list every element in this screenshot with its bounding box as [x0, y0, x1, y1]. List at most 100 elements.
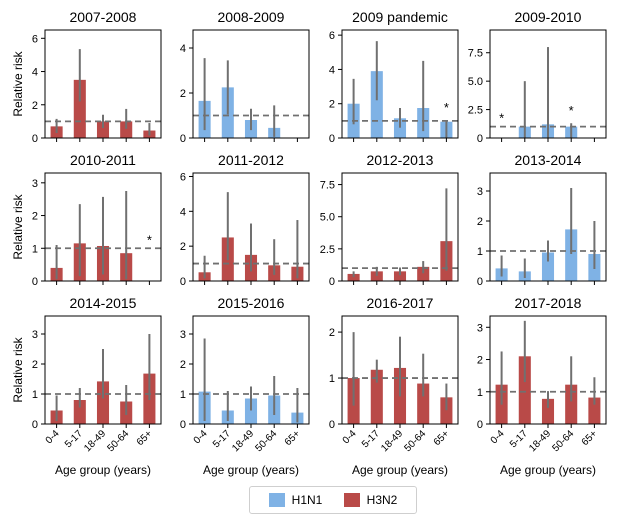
y-tick-label: 3 — [32, 329, 38, 341]
panel-title: 2014-2015 — [70, 295, 137, 311]
bar-18-49 — [393, 118, 407, 138]
bar-5-17 — [73, 400, 86, 424]
significance-marker: * — [147, 232, 152, 247]
y-tick-label: 2 — [329, 327, 335, 339]
panel-title: 2010-2011 — [70, 152, 136, 168]
y-tick-label: 1 — [32, 389, 38, 401]
bar-65+ — [588, 397, 601, 424]
panel-2008-2009: 2008-2009 0 2 4 — [180, 9, 310, 145]
y-tick-label: 3 — [477, 186, 483, 198]
y-tick-label: 2.5 — [320, 244, 335, 256]
y-tick-label: 0 — [477, 419, 483, 431]
y-tick-label: 2.5 — [468, 105, 483, 117]
x-tick-label: 65+ — [580, 428, 600, 448]
panel-2007-2008: 2007-2008 0 2 4 6 Relative risk — [11, 9, 162, 145]
panel-2009-pandemic: 2009 pandemic * 0 2 4 6 — [329, 9, 459, 145]
y-tick-label: 6 — [32, 33, 38, 45]
legend: H1N1 H3N2 — [249, 486, 417, 514]
panel-2011-2012: 2011-2012 0 2 4 6 — [180, 152, 310, 288]
panel-title: 2009 pandemic — [352, 9, 448, 25]
panel-2010-2011: 2010-2011 * 0 1 2 3 Relative risk — [11, 152, 162, 288]
bar-18-49 — [393, 271, 407, 281]
bar-0-4 — [347, 273, 360, 281]
y-tick-label: 0 — [477, 133, 483, 145]
bar-18-49 — [541, 398, 555, 424]
panel-title: 2016-2017 — [367, 295, 434, 311]
x-axis-label: Age group (years) — [203, 463, 299, 477]
y-tick-label: 2 — [477, 216, 483, 228]
y-tick-label: 1 — [32, 243, 38, 255]
bar-50-64 — [565, 384, 578, 424]
panel-2013-2014: 2013-2014 0 1 2 3 — [477, 152, 607, 288]
y-tick-label: 7.5 — [320, 180, 335, 192]
x-tick-label: 65+ — [135, 428, 155, 448]
bar-50-64 — [120, 121, 133, 138]
x-tick-label: 65+ — [432, 428, 452, 448]
panel-title: 2009-2010 — [515, 9, 582, 25]
y-tick-label: 4 — [32, 67, 38, 79]
y-tick-label: 2 — [32, 211, 38, 223]
y-tick-label: 2 — [180, 241, 186, 253]
y-tick-label: 0 — [329, 419, 335, 431]
y-tick-label: 0 — [180, 133, 186, 145]
y-tick-label: 2 — [180, 359, 186, 371]
x-tick-label: 50-64 — [550, 428, 576, 454]
y-axis-label: Relative risk — [11, 193, 25, 259]
x-tick-label: 18-49 — [82, 428, 108, 454]
y-tick-label: 5.0 — [320, 212, 335, 224]
panel-2012-2013: 2012-2013 0 2.5 5.0 7.5 — [320, 152, 459, 288]
bar-50-64 — [417, 266, 430, 281]
x-axis-label: Age group (years) — [352, 463, 448, 477]
x-tick-label: 18-49 — [230, 428, 256, 454]
bar-18-49 — [244, 398, 258, 424]
y-tick-label: 3 — [180, 329, 186, 341]
x-tick-label: 50-64 — [105, 428, 131, 454]
y-tick-label: 0 — [329, 133, 335, 145]
legend-label-h1n1: H1N1 — [291, 493, 323, 507]
y-tick-label: 3 — [32, 178, 38, 190]
y-tick-label: 0 — [180, 419, 186, 431]
y-tick-label: 6 — [329, 30, 335, 42]
panel-title: 2017-2018 — [515, 295, 582, 311]
y-tick-label: 0 — [32, 276, 38, 288]
x-tick-label: 0-4 — [489, 428, 507, 446]
y-tick-label: 0 — [180, 276, 186, 288]
significance-marker: * — [569, 103, 574, 118]
y-tick-label: 2 — [180, 88, 186, 100]
panel-title: 2007-2008 — [70, 9, 137, 25]
x-tick-label: 18-49 — [527, 428, 553, 454]
x-tick-label: 0-4 — [44, 428, 62, 446]
x-tick-label: 65+ — [283, 428, 303, 448]
y-tick-label: 7.5 — [468, 48, 483, 60]
bar-50-64 — [565, 229, 578, 281]
bar-5-17 — [518, 356, 531, 424]
legend-item-h3n2: H3N2 — [343, 493, 398, 507]
y-tick-label: 6 — [180, 171, 186, 183]
x-axis-label: Age group (years) — [500, 463, 596, 477]
legend-label-h3n2: H3N2 — [366, 493, 398, 507]
bar-65+ — [440, 397, 453, 424]
y-tick-label: 0 — [329, 276, 335, 288]
bar-50-64 — [417, 383, 430, 424]
y-tick-label: 0 — [32, 133, 38, 145]
y-tick-label: 1 — [477, 387, 483, 399]
panel-2009-2010: 2009-2010 * * 0 2.5 5.0 7.5 — [468, 9, 607, 145]
y-tick-label: 3 — [477, 322, 483, 334]
panel-title: 2011-2012 — [218, 152, 284, 168]
y-tick-label: 1 — [477, 246, 483, 258]
x-axis-label: Age group (years) — [55, 463, 151, 477]
x-tick-label: 0-4 — [341, 428, 359, 446]
significance-marker: * — [444, 100, 449, 115]
bar-18-49 — [541, 252, 555, 281]
y-tick-label: 2 — [329, 99, 335, 111]
y-axis-label: Relative risk — [11, 336, 25, 402]
y-tick-label: 4 — [180, 43, 186, 55]
significance-marker: * — [499, 111, 504, 126]
y-tick-label: 1 — [180, 389, 186, 401]
legend-item-h1n1: H1N1 — [268, 493, 323, 507]
